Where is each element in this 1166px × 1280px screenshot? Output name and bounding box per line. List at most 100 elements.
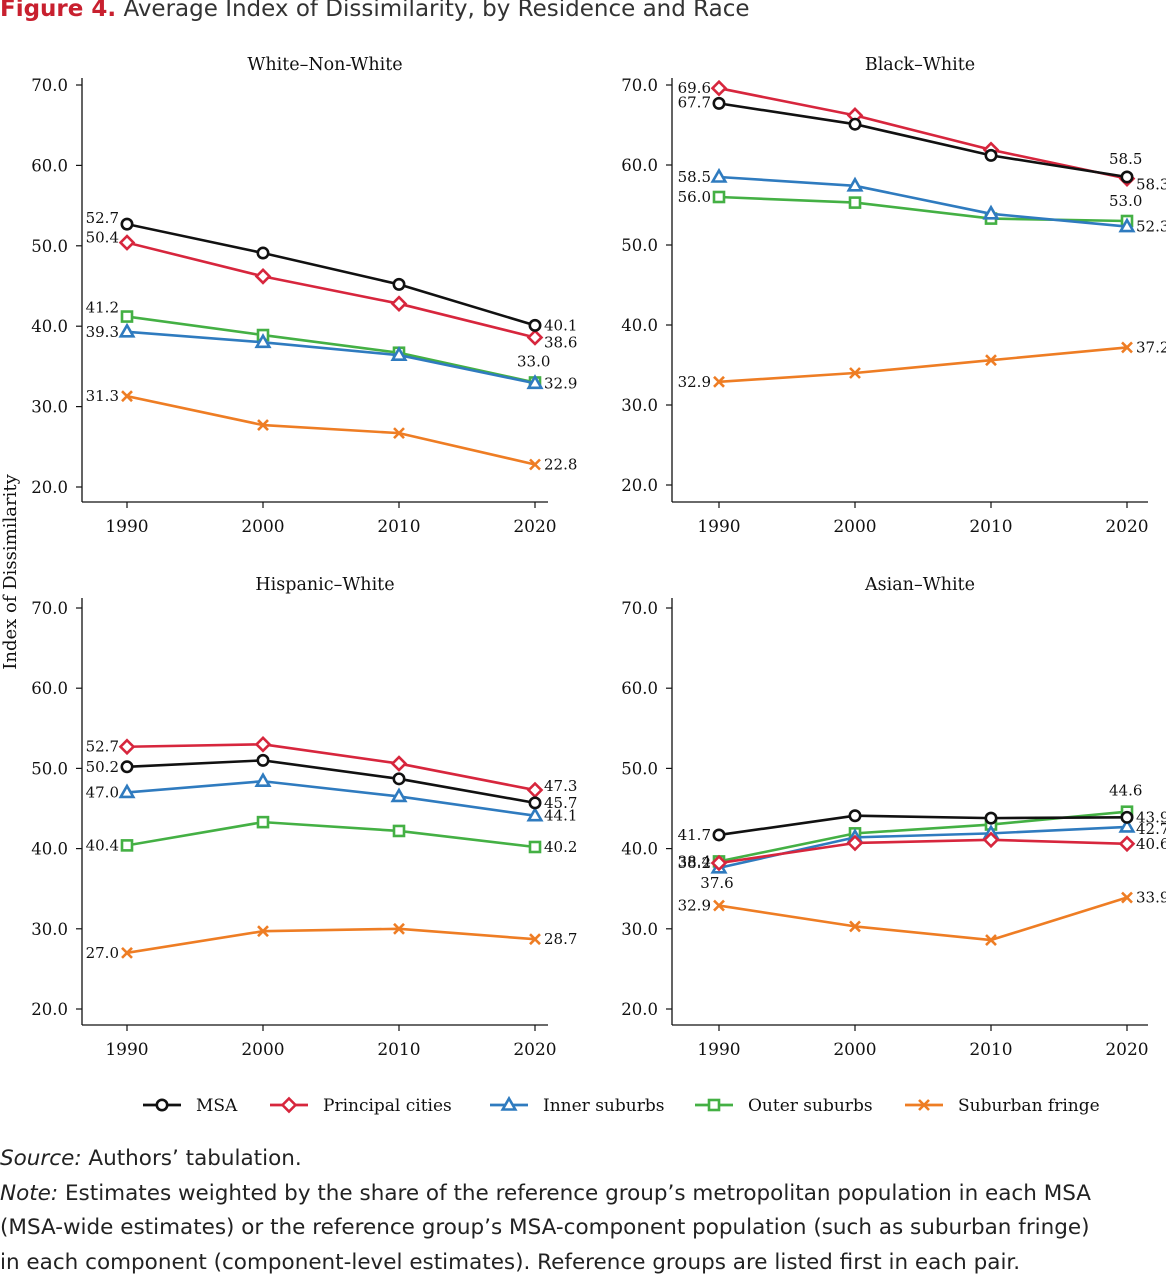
panel-title: White–Non-White — [247, 55, 402, 75]
series-line — [126, 779, 536, 818]
series-line — [126, 820, 536, 849]
series-msa: 41.7 43.9 — [678, 808, 1166, 844]
y-tick-label: 70.0 — [31, 599, 68, 618]
data-label: 37.2 — [1136, 338, 1166, 356]
x-tick-label: 2020 — [513, 517, 556, 537]
series-point — [1118, 217, 1136, 233]
note-text-1: Estimates weighted by the share of the r… — [58, 1180, 1092, 1206]
data-label: 58.5 — [678, 168, 711, 186]
legend-item-inner-suburbs: Inner suburbs — [490, 1095, 664, 1116]
y-tick-label: 60.0 — [31, 156, 68, 175]
data-label: 44.1 — [544, 807, 577, 825]
y-tick-label: 30.0 — [621, 396, 658, 415]
legend-label: MSA — [196, 1096, 238, 1116]
panel-1: 20.0 30.0 40.0 50.0 60.0 70.0 1990 2000 2010 2020… — [621, 55, 1166, 537]
series-line — [126, 759, 536, 805]
y-tick-label: 70.0 — [621, 599, 658, 618]
legend: MSA Principal cities Inner suburbs Outer su… — [143, 1095, 1100, 1116]
series-point — [392, 277, 406, 291]
source-label: Source: — [0, 1146, 82, 1171]
y-tick-label: 20.0 — [31, 478, 68, 497]
legend-marker — [918, 1099, 930, 1111]
y-tick-label: 20.0 — [31, 1000, 68, 1019]
legend-item-principal-cities: Principal cities — [270, 1096, 452, 1116]
panel-title: Black–White — [865, 55, 975, 75]
note-line-3: in each component (component-level estim… — [0, 1249, 1021, 1275]
series-point — [528, 840, 542, 854]
legend-item-suburban-fringe: Suburban fringe — [905, 1096, 1100, 1116]
panel-2: 20.0 30.0 40.0 50.0 60.0 70.0 1990 2000 2010 2020… — [31, 575, 577, 1060]
y-tick-label: 50.0 — [621, 759, 658, 778]
series-point — [121, 946, 133, 959]
x-tick-label: 2000 — [833, 1040, 876, 1060]
data-label: 38.4 — [678, 852, 711, 870]
series-point — [848, 196, 862, 209]
series-point — [392, 824, 406, 838]
data-label: 41.2 — [86, 299, 119, 317]
series-point — [254, 333, 272, 349]
footnotes: Source: Authors’ tabulation. Note: Estim… — [0, 1142, 1166, 1280]
series-point — [710, 79, 728, 97]
y-axis-label: Index of Dissimilarity — [0, 473, 21, 669]
data-label: 52.7 — [86, 738, 119, 756]
series-line — [718, 896, 1128, 942]
series-point — [1120, 810, 1134, 824]
note-line-2: (MSA-wide estimates) or the reference gr… — [0, 1215, 1090, 1240]
data-label: 67.7 — [678, 93, 711, 111]
series-point — [254, 268, 272, 285]
series-msa: 52.7 40.1 — [86, 209, 578, 334]
data-label: 38.2 — [678, 854, 711, 872]
source-line: Source: Authors’ tabulation. — [0, 1142, 1166, 1177]
data-label: 58.5 — [1109, 150, 1142, 168]
x-tick-label: 2020 — [1105, 517, 1148, 537]
data-label: 22.8 — [544, 455, 577, 473]
data-label: 32.9 — [544, 374, 577, 392]
data-label: 41.7 — [678, 826, 711, 844]
series-point — [526, 329, 544, 346]
series-point — [984, 811, 998, 825]
y-tick-label: 40.0 — [621, 316, 658, 335]
series-msa: 67.7 58.5 — [678, 93, 1142, 184]
series-inner-suburbs: 39.3 32.9 — [86, 322, 577, 392]
panel-0: 20.0 30.0 40.0 50.0 60.0 70.0 1990 2000 2010 2020… — [31, 55, 577, 537]
data-label: 27.0 — [86, 944, 119, 962]
series-line — [718, 814, 1128, 837]
data-label: 52.7 — [86, 209, 119, 227]
series-point — [120, 310, 134, 323]
data-label: 32.9 — [678, 897, 711, 915]
x-tick-label: 1990 — [105, 517, 148, 537]
series-line — [126, 743, 536, 792]
data-label: 33.9 — [1136, 889, 1166, 907]
series-point — [528, 796, 542, 810]
data-label: 45.7 — [544, 794, 577, 812]
series-principal-cities: 69.6 58.3 — [678, 79, 1166, 193]
legend-item-outer-suburbs: Outer suburbs — [695, 1096, 873, 1116]
legend-label: Inner suburbs — [543, 1096, 664, 1116]
x-tick-label: 2020 — [513, 1040, 556, 1060]
data-label: 28.7 — [544, 930, 577, 948]
y-tick-label: 40.0 — [31, 840, 68, 859]
x-tick-label: 2010 — [969, 1040, 1012, 1060]
x-tick-label: 1990 — [697, 517, 740, 537]
note-label: Note: — [0, 1180, 59, 1206]
series-point — [120, 839, 134, 852]
series-point — [528, 318, 542, 332]
panel-title: Asian–White — [864, 575, 975, 595]
series-point — [257, 419, 269, 432]
series-point — [120, 217, 134, 231]
series-point — [985, 934, 997, 946]
y-tick-label: 40.0 — [621, 840, 658, 859]
series-inner-suburbs: 47.0 44.1 — [86, 772, 577, 825]
series-line — [718, 86, 1128, 180]
x-tick-label: 2010 — [377, 1040, 420, 1060]
figure-title-text: Average Index of Dissimilarity, by Resid… — [123, 0, 750, 22]
series-point — [392, 772, 406, 786]
y-tick-label: 60.0 — [621, 156, 658, 175]
x-tick-label: 2010 — [377, 517, 420, 537]
figure-title: Figure 4. Average Index of Dissimilarity… — [0, 0, 750, 22]
y-tick-label: 50.0 — [31, 237, 68, 256]
source-text: Authors’ tabulation. — [81, 1146, 302, 1171]
data-label: 40.4 — [86, 836, 119, 854]
legend-item-msa: MSA — [143, 1096, 238, 1116]
x-tick-label: 2010 — [969, 517, 1012, 537]
